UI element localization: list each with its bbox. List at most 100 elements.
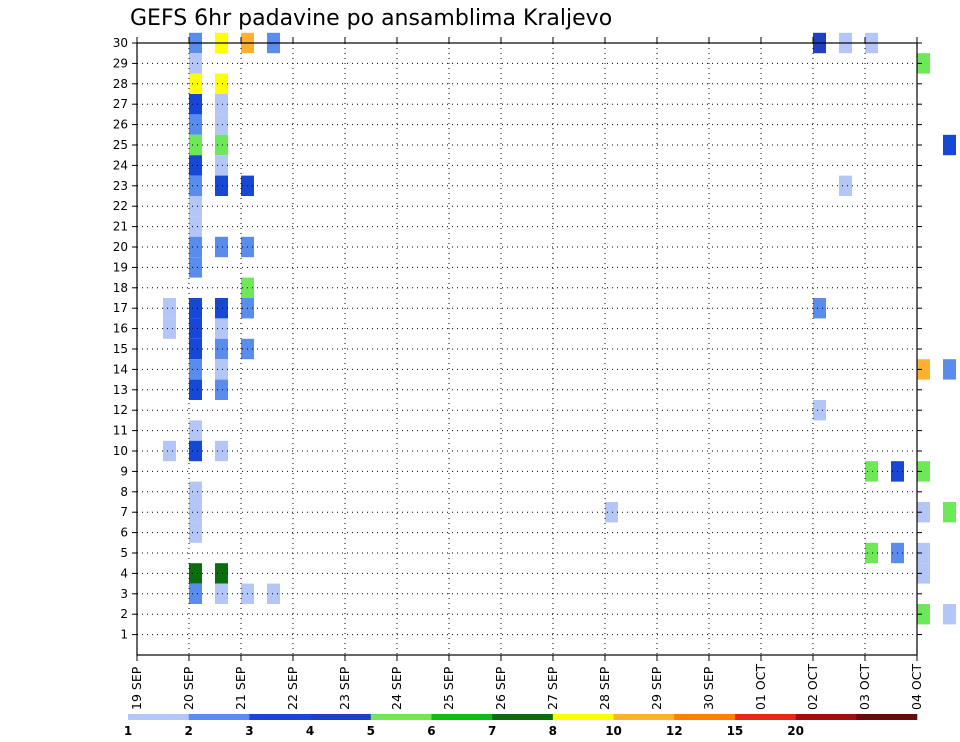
x-tick-label: 25 SEP bbox=[441, 666, 456, 710]
heatmap-cell bbox=[189, 481, 202, 502]
heatmap-cell bbox=[215, 175, 228, 196]
y-tick-label: 7 bbox=[120, 505, 128, 519]
legend-label: 5 bbox=[367, 724, 375, 738]
y-tick-label: 10 bbox=[113, 444, 128, 458]
heatmap-cell bbox=[215, 298, 228, 319]
x-tick-label: 26 SEP bbox=[493, 666, 508, 710]
y-tick-label: 11 bbox=[113, 424, 128, 438]
heatmap-cell bbox=[215, 379, 228, 400]
heatmap-cell bbox=[813, 298, 826, 319]
x-tick-label: 20 SEP bbox=[181, 666, 196, 710]
x-tick-label: 21 SEP bbox=[233, 666, 248, 710]
legend-swatch bbox=[431, 714, 493, 720]
x-tick-label: 19 SEP bbox=[129, 666, 144, 710]
heatmap-cell bbox=[215, 583, 228, 604]
heatmap-cell bbox=[189, 94, 202, 115]
heatmap-cell bbox=[943, 502, 956, 523]
heatmap-cell bbox=[839, 175, 852, 196]
y-tick-label: 14 bbox=[113, 362, 128, 376]
heatmap-cell bbox=[163, 298, 176, 319]
legend-swatch bbox=[370, 714, 432, 720]
heatmap-cell bbox=[917, 563, 930, 584]
heatmap-cell bbox=[943, 359, 956, 380]
heatmap-cell bbox=[189, 379, 202, 400]
y-tick-label: 8 bbox=[120, 485, 128, 499]
heatmap-cell bbox=[189, 420, 202, 441]
heatmap-cell bbox=[215, 440, 228, 462]
legend-swatch bbox=[856, 714, 918, 720]
heatmap-cell bbox=[189, 216, 202, 237]
heatmap-cell bbox=[215, 359, 228, 380]
y-tick-label: 30 bbox=[113, 36, 128, 50]
x-tick-label: 27 SEP bbox=[545, 666, 560, 710]
y-tick-label: 16 bbox=[113, 322, 128, 336]
heatmap-cell bbox=[267, 583, 280, 604]
heatmap-cell bbox=[215, 94, 228, 115]
legend-label: 3 bbox=[245, 724, 253, 738]
legend-label: 15 bbox=[727, 724, 744, 738]
heatmap-cell bbox=[917, 53, 930, 74]
legend-label: 2 bbox=[185, 724, 193, 738]
legend-label: 10 bbox=[605, 724, 622, 738]
heatmap-cell bbox=[215, 318, 228, 339]
heatmap-cell bbox=[215, 236, 228, 258]
legend-swatch bbox=[674, 714, 736, 720]
y-tick-label: 9 bbox=[120, 464, 128, 478]
legend-label: 4 bbox=[306, 724, 314, 738]
y-tick-label: 17 bbox=[113, 301, 128, 315]
y-tick-label: 15 bbox=[113, 342, 128, 356]
heatmap-cell bbox=[215, 73, 228, 94]
y-tick-label: 27 bbox=[113, 97, 128, 111]
legend-swatch bbox=[249, 714, 311, 720]
legend-label: 8 bbox=[549, 724, 557, 738]
heatmap-cell bbox=[865, 461, 878, 482]
heatmap-cell bbox=[917, 604, 930, 625]
legend-swatch bbox=[795, 714, 857, 720]
heatmap-cell bbox=[189, 236, 202, 258]
x-tick-label: 23 SEP bbox=[337, 666, 352, 710]
y-tick-label: 23 bbox=[113, 179, 128, 193]
legend-swatch bbox=[552, 714, 614, 720]
heatmap-cell bbox=[943, 134, 956, 156]
heatmap-cell bbox=[215, 563, 228, 584]
heatmap-cell bbox=[189, 502, 202, 523]
heatmap-cell bbox=[215, 134, 228, 156]
heatmap-cell bbox=[943, 604, 956, 625]
y-tick-label: 29 bbox=[113, 56, 128, 70]
heatmap-cell bbox=[813, 400, 826, 421]
legend-swatch bbox=[613, 714, 675, 720]
heatmap-cell bbox=[189, 522, 202, 543]
legend-swatch bbox=[734, 714, 796, 720]
legend-label: 7 bbox=[488, 724, 496, 738]
legend-swatch bbox=[310, 714, 372, 720]
x-tick-label: 04 OCT bbox=[909, 664, 924, 710]
y-tick-label: 5 bbox=[120, 546, 128, 560]
heatmap-cell bbox=[865, 542, 878, 564]
x-tick-label: 03 OCT bbox=[857, 664, 872, 710]
legend-label: 1 bbox=[124, 724, 132, 738]
legend-swatch bbox=[128, 714, 189, 720]
legend-swatch bbox=[188, 714, 250, 720]
y-tick-label: 6 bbox=[120, 526, 128, 540]
legend-swatch bbox=[492, 714, 554, 720]
x-tick-label: 24 SEP bbox=[389, 666, 404, 710]
heatmap-cell bbox=[189, 298, 202, 319]
x-tick-label: 01 OCT bbox=[753, 664, 768, 710]
y-tick-label: 26 bbox=[113, 118, 128, 132]
y-tick-label: 18 bbox=[113, 281, 128, 295]
y-tick-label: 12 bbox=[113, 403, 128, 417]
heatmap-cell bbox=[605, 502, 618, 523]
heatmap-cell bbox=[189, 155, 202, 176]
heatmap-cell bbox=[163, 440, 176, 462]
heatmap-cell bbox=[215, 338, 228, 360]
heatmap-cell bbox=[189, 53, 202, 74]
heatmap-cell bbox=[189, 563, 202, 584]
y-tick-label: 24 bbox=[113, 158, 128, 172]
y-tick-label: 21 bbox=[113, 220, 128, 234]
heatmap-cell bbox=[189, 73, 202, 94]
y-tick-label: 25 bbox=[113, 138, 128, 152]
x-tick-label: 29 SEP bbox=[649, 666, 664, 710]
legend-label: 20 bbox=[787, 724, 804, 738]
